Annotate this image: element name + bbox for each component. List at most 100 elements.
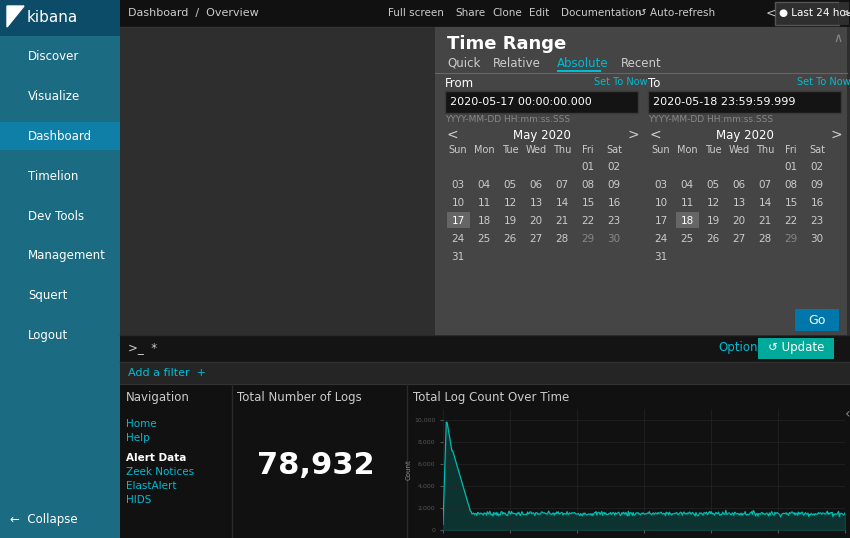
Text: 05: 05 [706, 180, 720, 190]
Text: ↺ Auto-refresh: ↺ Auto-refresh [638, 8, 715, 18]
Text: Add a filter  +: Add a filter + [128, 368, 206, 378]
Text: Zeek Notices: Zeek Notices [126, 467, 194, 477]
Text: Time Range: Time Range [447, 35, 566, 53]
Text: 06: 06 [530, 180, 542, 190]
Text: 19: 19 [706, 216, 720, 226]
Text: 09: 09 [608, 180, 620, 190]
Text: 24: 24 [654, 234, 667, 244]
Bar [445, 91, 638, 113]
Text: 10: 10 [451, 198, 465, 208]
Text: 25: 25 [680, 234, 694, 244]
Text: 12: 12 [503, 198, 517, 208]
Text: Alert Data: Alert Data [126, 453, 186, 463]
Text: YYYY-MM-DD HH:mm:ss.SSS: YYYY-MM-DD HH:mm:ss.SSS [445, 115, 570, 124]
Text: 09: 09 [810, 180, 824, 190]
Text: 03: 03 [654, 180, 667, 190]
Text: >: > [628, 128, 639, 142]
Text: 25: 25 [478, 234, 490, 244]
Text: 04: 04 [681, 180, 694, 190]
Text: 18: 18 [478, 216, 490, 226]
Bar [120, 335, 850, 362]
Text: <: < [447, 128, 459, 142]
Text: >: > [841, 6, 850, 19]
Text: 08: 08 [785, 180, 797, 190]
Text: Mon: Mon [473, 145, 495, 155]
Text: 14: 14 [555, 198, 569, 208]
Text: <: < [650, 128, 661, 142]
Text: May 2020: May 2020 [716, 129, 774, 141]
Text: 17: 17 [451, 216, 465, 226]
Text: Total Number of Logs: Total Number of Logs [237, 391, 362, 404]
Text: 18: 18 [680, 216, 694, 226]
Text: 15: 15 [785, 198, 797, 208]
Text: Set To Now: Set To Now [594, 77, 648, 87]
Text: 2020-05-18 23:59:59.999: 2020-05-18 23:59:59.999 [653, 97, 796, 107]
Text: Thu: Thu [756, 145, 774, 155]
Bar [120, 0, 850, 27]
Text: YYYY-MM-DD HH:mm:ss.SSS: YYYY-MM-DD HH:mm:ss.SSS [648, 115, 774, 124]
Text: Share: Share [455, 8, 485, 18]
Text: ←  Collapse: ← Collapse [10, 513, 77, 527]
Text: 11: 11 [680, 198, 694, 208]
Text: Wed: Wed [728, 145, 750, 155]
Text: ● Last 24 hours: ● Last 24 hours [779, 8, 850, 18]
Text: 03: 03 [451, 180, 465, 190]
Text: Sat: Sat [606, 145, 622, 155]
Text: Fri: Fri [785, 145, 796, 155]
Text: ‹: ‹ [845, 407, 850, 421]
Text: 21: 21 [555, 216, 569, 226]
Y-axis label: Count: Count [405, 459, 411, 480]
Text: >_  *: >_ * [128, 342, 157, 355]
Text: Edit: Edit [529, 8, 549, 18]
Text: Discover: Discover [28, 49, 79, 62]
Text: Sun: Sun [449, 145, 468, 155]
Text: 2020-05-17 00:00:00.000: 2020-05-17 00:00:00.000 [450, 97, 592, 107]
Text: 22: 22 [581, 216, 595, 226]
Text: kibana: kibana [27, 11, 78, 25]
Text: 20: 20 [530, 216, 542, 226]
Text: Tue: Tue [705, 145, 722, 155]
Text: Squert: Squert [28, 289, 67, 302]
Bar [0, 0, 120, 538]
Bar [120, 27, 850, 384]
Text: Thu: Thu [552, 145, 571, 155]
Bar [758, 338, 834, 359]
Text: 17: 17 [654, 216, 667, 226]
Text: 20: 20 [733, 216, 745, 226]
Text: 27: 27 [530, 234, 542, 244]
Text: 06: 06 [733, 180, 745, 190]
Text: Go: Go [808, 314, 825, 327]
Text: 31: 31 [654, 252, 667, 262]
Text: ∧: ∧ [833, 32, 842, 45]
Text: 14: 14 [758, 198, 772, 208]
Text: 23: 23 [810, 216, 824, 226]
Text: 11: 11 [478, 198, 490, 208]
Text: 08: 08 [581, 180, 594, 190]
Text: 29: 29 [581, 234, 595, 244]
Text: 13: 13 [733, 198, 745, 208]
Text: Recent: Recent [621, 57, 662, 70]
Text: HIDS: HIDS [126, 495, 151, 505]
Text: 26: 26 [706, 234, 720, 244]
Text: 05: 05 [503, 180, 517, 190]
Text: 27: 27 [733, 234, 745, 244]
Bar [775, 2, 839, 25]
Bar [0, 122, 120, 150]
Text: 12: 12 [706, 198, 720, 208]
Text: Dev Tools: Dev Tools [28, 209, 84, 223]
Text: 07: 07 [555, 180, 569, 190]
Text: Full screen: Full screen [388, 8, 444, 18]
Text: 19: 19 [503, 216, 517, 226]
Text: 02: 02 [608, 162, 620, 172]
Text: 16: 16 [608, 198, 620, 208]
Text: Logout: Logout [28, 329, 68, 343]
Text: 28: 28 [758, 234, 772, 244]
Text: 24: 24 [451, 234, 465, 244]
Text: Dashboard  /  Overview: Dashboard / Overview [128, 8, 258, 18]
Text: 15: 15 [581, 198, 595, 208]
Text: 22: 22 [785, 216, 797, 226]
Bar [0, 0, 120, 36]
Bar [839, 2, 849, 25]
Text: To: To [648, 77, 660, 90]
Text: 02: 02 [810, 162, 824, 172]
